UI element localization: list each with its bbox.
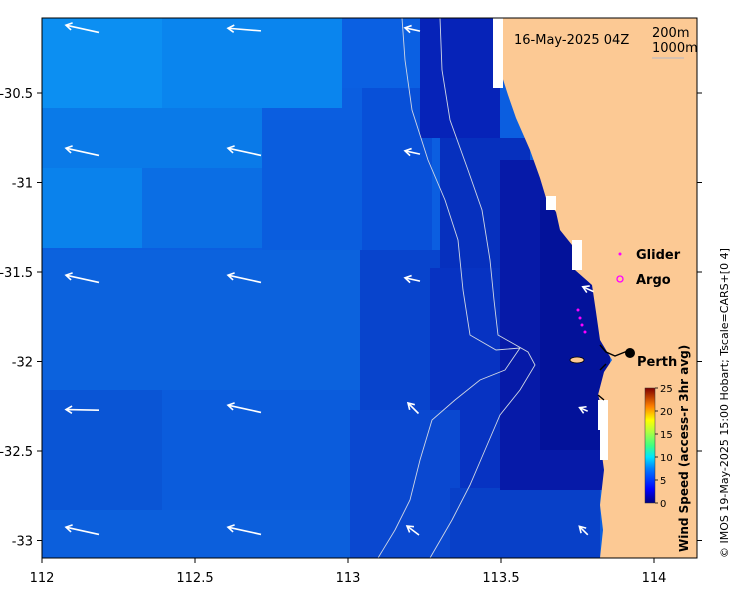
colorbar-tick-label: 20 <box>660 407 673 418</box>
colorbar <box>644 387 656 504</box>
wind-arrow <box>64 22 100 34</box>
perth-marker <box>625 348 635 358</box>
glider-point <box>583 330 587 334</box>
colorbar-tick-label: 25 <box>660 384 673 395</box>
wind-arrow <box>403 24 421 34</box>
wind-arrow <box>406 401 420 415</box>
argo-legend-label: Argo <box>636 273 671 288</box>
no-data-patches <box>493 18 608 460</box>
colorbar-tick-label: 0 <box>660 499 666 510</box>
x-tick-label: 113 <box>336 571 361 586</box>
wind-arrow <box>226 272 262 284</box>
x-tick-label: 112.5 <box>176 571 213 586</box>
y-tick-label: -33 <box>12 535 33 550</box>
wind-arrows <box>64 22 594 536</box>
rottnest-island <box>569 356 585 364</box>
wind-arrow <box>64 272 100 284</box>
y-tick-label: -31 <box>12 177 33 192</box>
plot-frame <box>41 17 698 559</box>
glider-legend-icon <box>618 252 622 256</box>
x-tick-label: 113.5 <box>482 571 519 586</box>
colorbar-ticks: 0 5 10 15 20 25 <box>655 384 673 510</box>
glider-point <box>578 316 582 320</box>
credit-text: © IMOS 19-May-2025 15:00 Hobart; Tscale=… <box>718 248 731 558</box>
wind-arrow <box>226 524 262 536</box>
colorbar-tick-label: 5 <box>660 476 666 487</box>
argo-legend-icon <box>616 275 624 283</box>
wind-arrow <box>403 274 421 284</box>
colorbar-title: Wind Speed (access-r 3hr avg) <box>677 345 691 552</box>
wind-arrow <box>64 524 100 536</box>
wind-arrow <box>226 24 262 33</box>
colorbar-tick-label: 10 <box>660 453 673 464</box>
colorbar-tick-label: 15 <box>660 430 673 441</box>
wind-arrow <box>578 525 589 536</box>
glider-track <box>576 308 587 334</box>
contour-label-200m: 200m <box>652 26 689 41</box>
wind-arrow <box>405 525 420 536</box>
y-tick-label: -32 <box>12 356 33 371</box>
wind-arrow <box>578 405 589 414</box>
perth-label: Perth <box>637 355 677 370</box>
wind-arrow <box>64 145 100 157</box>
date-label: 16-May-2025 04Z <box>514 33 629 48</box>
y-tick-label: -32.5 <box>0 445 33 460</box>
glider-legend-label: Glider <box>636 248 681 263</box>
y-axis: -30.5 -31 -31.5 -32 -32.5 -33 <box>0 87 702 550</box>
x-tick-label: 114 <box>642 571 667 586</box>
wind-arrow <box>403 147 421 157</box>
y-tick-label: -31.5 <box>0 266 33 281</box>
wind-arrow <box>226 402 262 414</box>
glider-point <box>580 323 584 327</box>
wind-arrow <box>581 285 594 293</box>
bathymetry-contours <box>377 17 536 559</box>
wind-arrow <box>64 405 100 414</box>
contour-label-1000m: 1000m <box>652 41 698 56</box>
glider-point <box>576 308 580 312</box>
y-tick-label: -30.5 <box>0 87 33 102</box>
x-tick-label: 112 <box>30 571 55 586</box>
wind-arrow <box>226 145 262 157</box>
